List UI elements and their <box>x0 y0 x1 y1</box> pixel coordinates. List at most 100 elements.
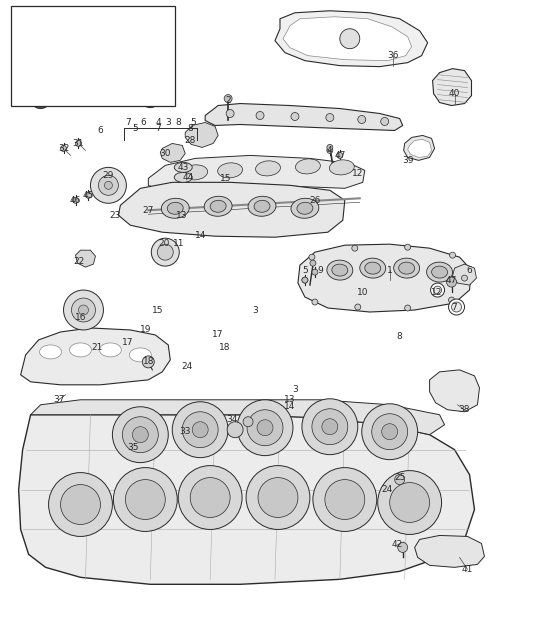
Ellipse shape <box>248 197 276 216</box>
Text: 23: 23 <box>110 211 121 220</box>
Text: 34: 34 <box>226 415 238 425</box>
Circle shape <box>224 95 232 102</box>
Circle shape <box>404 244 410 250</box>
Circle shape <box>152 238 179 266</box>
Ellipse shape <box>295 159 320 174</box>
Text: 27: 27 <box>143 206 154 215</box>
Text: 7: 7 <box>155 124 161 133</box>
Ellipse shape <box>217 163 243 178</box>
Ellipse shape <box>329 160 354 175</box>
Ellipse shape <box>365 262 381 274</box>
Ellipse shape <box>204 197 232 216</box>
Circle shape <box>31 89 51 109</box>
Text: 39: 39 <box>402 156 414 165</box>
Circle shape <box>164 80 171 87</box>
Text: 21: 21 <box>92 344 103 352</box>
Text: 3: 3 <box>252 305 258 315</box>
Ellipse shape <box>70 343 92 357</box>
Ellipse shape <box>393 258 420 278</box>
Polygon shape <box>415 536 485 567</box>
Polygon shape <box>298 244 471 312</box>
Circle shape <box>337 153 343 158</box>
Circle shape <box>398 543 408 553</box>
Circle shape <box>446 277 457 287</box>
Circle shape <box>76 141 82 146</box>
Circle shape <box>35 94 46 104</box>
Circle shape <box>123 417 158 453</box>
Circle shape <box>452 302 462 312</box>
Circle shape <box>390 482 429 522</box>
Circle shape <box>142 356 154 368</box>
Text: 41: 41 <box>462 565 473 574</box>
Circle shape <box>246 465 310 529</box>
Text: 31: 31 <box>72 139 84 148</box>
Circle shape <box>226 109 234 117</box>
Ellipse shape <box>174 172 192 182</box>
Text: 5: 5 <box>132 124 138 133</box>
Circle shape <box>90 168 126 203</box>
Text: 4: 4 <box>327 146 332 155</box>
Text: 3: 3 <box>292 386 298 394</box>
Circle shape <box>381 117 389 126</box>
Text: 2: 2 <box>225 96 231 105</box>
Circle shape <box>312 299 318 305</box>
Ellipse shape <box>332 264 348 276</box>
Ellipse shape <box>297 202 313 214</box>
Circle shape <box>327 144 333 151</box>
Circle shape <box>291 112 299 121</box>
Ellipse shape <box>432 266 447 278</box>
Circle shape <box>227 422 243 438</box>
Text: 13: 13 <box>175 211 187 220</box>
Circle shape <box>462 275 468 281</box>
Circle shape <box>326 114 334 121</box>
Text: 10: 10 <box>357 288 368 296</box>
Text: 35: 35 <box>128 443 139 452</box>
Circle shape <box>60 485 100 524</box>
Polygon shape <box>452 264 476 285</box>
Circle shape <box>258 477 298 517</box>
Text: 3: 3 <box>165 118 171 127</box>
Ellipse shape <box>99 343 122 357</box>
Text: 36: 36 <box>387 51 398 60</box>
Circle shape <box>382 424 398 440</box>
Text: 24: 24 <box>181 362 193 371</box>
Polygon shape <box>21 328 170 385</box>
Polygon shape <box>205 104 403 131</box>
Circle shape <box>247 409 283 446</box>
Text: 24: 24 <box>381 485 392 494</box>
Polygon shape <box>185 122 218 148</box>
Polygon shape <box>408 139 432 158</box>
Text: 16: 16 <box>75 313 86 323</box>
Text: 11: 11 <box>172 239 184 247</box>
Circle shape <box>125 480 165 519</box>
Circle shape <box>237 400 293 456</box>
Text: 8: 8 <box>187 124 193 133</box>
Polygon shape <box>160 143 185 163</box>
Text: 12: 12 <box>431 288 443 296</box>
Text: 46: 46 <box>70 196 81 205</box>
Circle shape <box>99 175 118 195</box>
Circle shape <box>49 473 112 536</box>
Text: 14: 14 <box>284 403 295 411</box>
Circle shape <box>309 254 315 260</box>
Circle shape <box>449 297 455 303</box>
Text: 44: 44 <box>183 173 194 182</box>
Ellipse shape <box>183 165 208 180</box>
Circle shape <box>352 245 358 251</box>
Text: 29: 29 <box>102 171 114 180</box>
Text: 8: 8 <box>397 332 403 342</box>
Circle shape <box>450 252 456 258</box>
Text: 19: 19 <box>140 325 151 335</box>
Text: 20: 20 <box>159 239 170 247</box>
Polygon shape <box>31 400 445 435</box>
Circle shape <box>327 148 333 153</box>
Circle shape <box>302 277 308 283</box>
Circle shape <box>312 409 348 445</box>
Text: 15: 15 <box>220 174 232 183</box>
Circle shape <box>178 465 242 529</box>
Circle shape <box>302 399 358 455</box>
Circle shape <box>378 470 441 534</box>
Circle shape <box>302 277 308 283</box>
Circle shape <box>113 468 177 531</box>
Circle shape <box>172 402 228 458</box>
